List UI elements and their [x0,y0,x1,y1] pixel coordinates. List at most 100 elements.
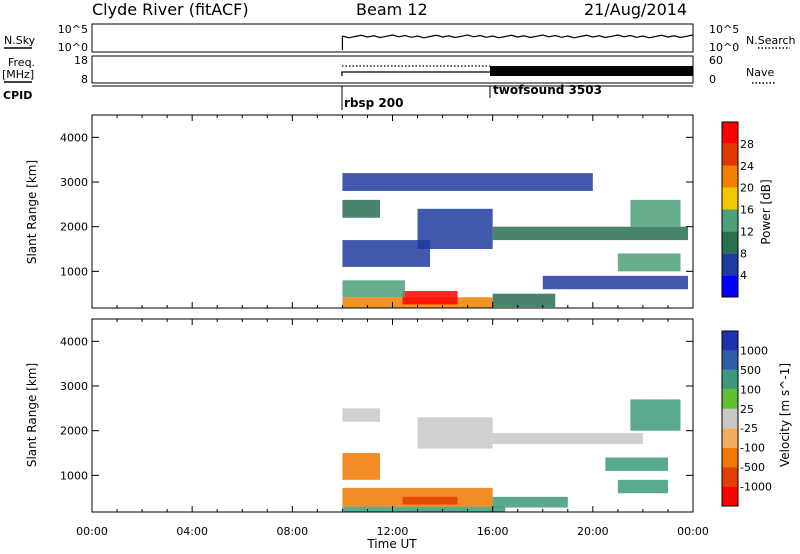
nsky-trace [341,34,694,50]
data-region [492,496,568,508]
power-colorbar-tick: 8 [740,247,747,260]
data-region [617,253,681,272]
nsky-tick-top-left: 10^5 [58,23,88,36]
time-axis-title: Time UT [366,537,417,551]
y-tick-label: 3000 [60,176,88,189]
velocity-colorbar-swatch [722,428,738,448]
y-tick-label: 1000 [60,265,88,278]
cpid-label: CPID [3,89,32,102]
power-colorbar-tick: 4 [740,269,747,282]
data-region [630,199,681,227]
velocity-frame [91,318,694,513]
nsearch-label: N.Search [746,34,796,47]
nsky-panel: N.Sky 10^5 10^0 10^5 10^0 N.Search [4,23,796,54]
power-colorbar-label: Power [dB] [759,179,773,244]
power-colorbar: 28 24 20 16 12 8 4 [721,121,754,298]
data-region [342,173,593,191]
velocity-colorbar-swatch [722,331,738,351]
velocity-colorbar-frame [721,330,739,507]
velocity-ylabel: Slant Range [km] [25,363,39,467]
velocity-colorbar-tick: -1000 [740,481,772,494]
freq-tick-bottom: 8 [81,73,88,86]
power-colorbar-swatch [722,275,738,297]
power-colorbar-swatch [722,253,738,276]
cpid-row: CPID rbsp 200 twofsound 3503 [3,83,693,110]
time-tick-label: 16:00 [477,525,509,538]
power-data-layer [342,173,688,308]
time-tick-label: 00:00 [677,525,709,538]
data-region [402,291,458,305]
power-ylabel: Slant Range [km] [25,160,39,264]
date-title: 21/Aug/2014 [584,0,687,19]
data-region [492,432,643,445]
cpid-program-2: twofsound 3503 [493,83,602,97]
y-tick-label: 2000 [60,221,88,234]
data-region [542,275,688,290]
velocity-colorbar-tick: -25 [740,422,758,435]
nave-tick-bottom: 0 [709,73,716,86]
freq-panel: Freq. [MHz] 18 8 60 0 Nave [2,54,776,86]
power-colorbar-frame [721,121,739,298]
velocity-colorbar-label: Velocity [m s^-1] [778,363,792,467]
data-region [492,293,556,308]
data-region [342,199,380,218]
data-region [342,280,406,298]
velocity-colorbar: 1000 500 100 25 -25 -100 -500 -1000 [721,330,772,507]
power-colorbar-tick: 16 [740,204,754,217]
velocity-axis-layer: 1000 2000 3000 4000 [60,319,694,512]
freq-tick-top: 18 [74,54,88,67]
nsky-label: N.Sky [4,34,36,47]
beam-title: Beam 12 [356,0,428,19]
velocity-colorbar-tick: 1000 [740,344,768,357]
velocity-colorbar-tick: 500 [740,364,761,377]
nsky-tick-top-right: 10^5 [709,23,739,36]
power-colorbar-tick: 24 [740,160,754,173]
time-tick-label: 00:00 [76,525,108,538]
velocity-colorbar-swatch [722,369,738,390]
nave-label: Nave [746,66,774,79]
velocity-colorbar-tick: 25 [740,403,754,416]
data-region [492,226,688,241]
y-tick-label: 2000 [60,425,88,438]
time-tick-label: 12:00 [377,525,409,538]
power-colorbar-tick: 20 [740,182,754,195]
time-tick-label: 20:00 [577,525,609,538]
power-colorbar-swatch [722,122,738,144]
y-tick-label: 4000 [60,335,88,348]
freq-unit: [MHz] [2,68,34,81]
data-region [402,496,458,505]
velocity-colorbar-tick: 100 [740,383,761,396]
velocity-colorbar-swatch [722,486,738,506]
data-region [342,408,380,422]
power-colorbar-swatch [722,231,738,254]
velocity-colorbar-swatch [722,389,738,409]
velocity-colorbar-swatch [722,408,738,429]
velocity-colorbar-swatch [722,467,738,487]
data-region [342,506,506,512]
velocity-data-layer [342,399,681,512]
data-region [617,479,668,494]
freq-label: Freq. [8,56,35,69]
velocity-colorbar-tick: -500 [740,461,765,474]
time-tick-label: 08:00 [276,525,308,538]
data-region [342,453,380,480]
data-region [605,457,668,471]
data-region [417,417,493,449]
power-colorbar-swatch [722,209,738,232]
power-panel: 1000 2000 3000 4000 Slant Range [km] 28 24 20… [25,114,773,309]
nsky-tick-bottom-right: 10^0 [709,41,739,54]
velocity-colorbar-swatch [722,447,738,468]
power-axis-layer: 1000 2000 3000 4000 [60,115,694,308]
y-tick-label: 3000 [60,380,88,393]
nave-tick-top: 60 [709,54,723,67]
time-tick-label: 04:00 [176,525,208,538]
power-colorbar-tick: 28 [740,138,754,151]
nsky-frame [91,23,694,53]
power-colorbar-swatch [722,165,738,188]
nsky-tick-bottom-left: 10^0 [58,41,88,54]
power-colorbar-swatch [722,187,738,210]
power-colorbar-swatch [722,143,738,166]
time-axis: 00:00 04:00 08:00 12:00 16:00 20:00 00:00 [76,525,709,538]
velocity-colorbar-tick: -100 [740,442,765,455]
